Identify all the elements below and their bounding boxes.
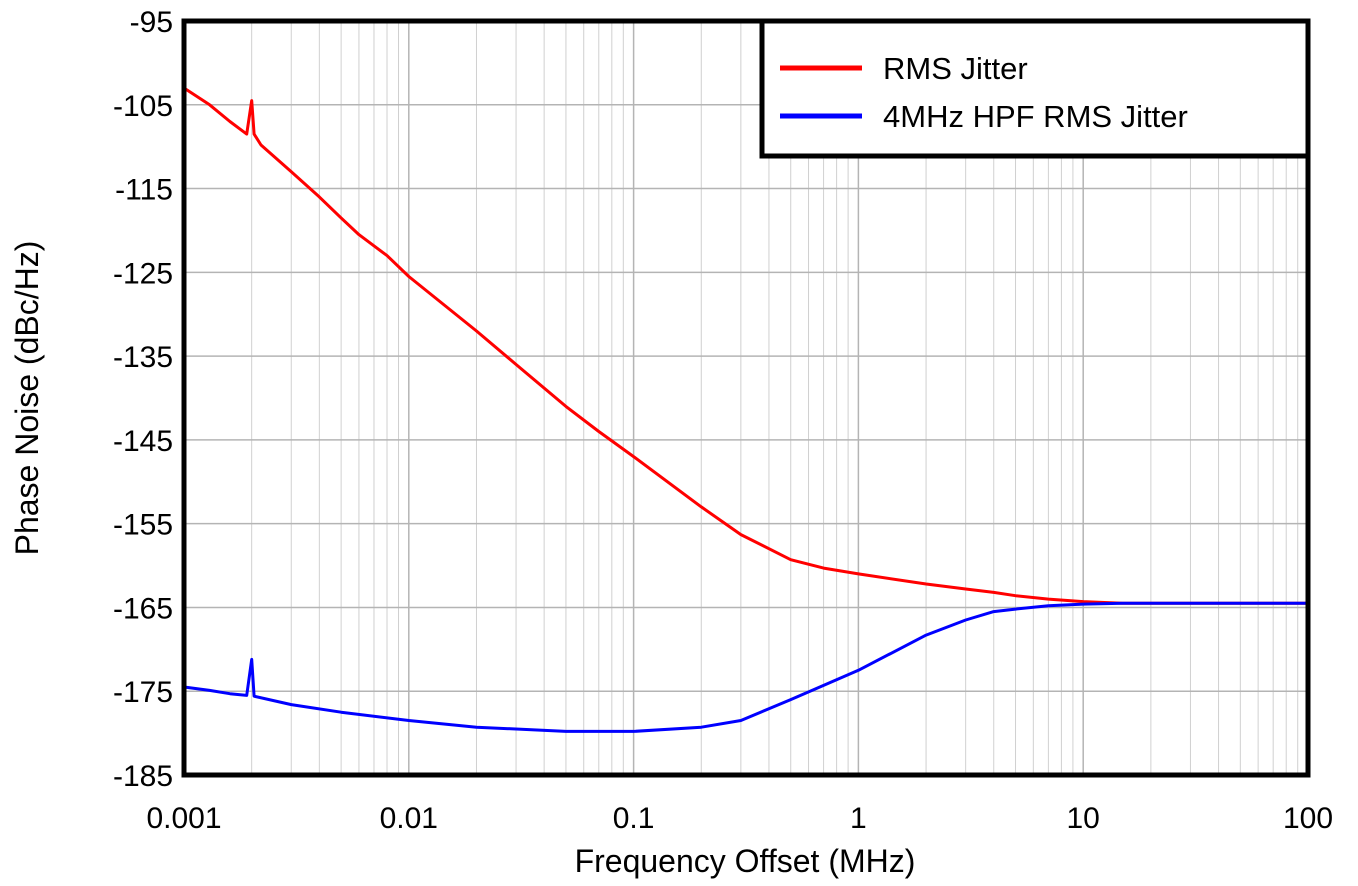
minor-gridlines <box>251 21 1299 775</box>
legend: RMS Jitter 4MHz HPF RMS Jitter <box>759 18 1311 159</box>
y-tick-label: -175 <box>113 676 173 709</box>
x-tick-label: 0.001 <box>146 802 221 835</box>
y-tick-label: -185 <box>113 760 173 793</box>
data-series <box>182 86 1310 733</box>
plot-frame <box>181 18 1311 778</box>
y-tick-label: -125 <box>113 257 173 290</box>
y-axis-ticks: -95 -105 -115 -125 -135 -145 -155 -165 -175 -185 <box>113 6 173 793</box>
x-tick-label: 0.01 <box>380 802 438 835</box>
y-tick-label: -155 <box>113 509 173 542</box>
x-axis-label: Frequency Offset (MHz) <box>575 843 916 879</box>
y-tick-label: -165 <box>113 592 173 625</box>
legend-box <box>759 18 1311 159</box>
y-axis-label: Phase Noise (dBc/Hz) <box>9 241 45 556</box>
y-tick-label: -135 <box>113 341 173 374</box>
x-tick-label: 1 <box>850 802 867 835</box>
series-line-rms-jitter <box>182 86 1310 605</box>
y-tick-label: -145 <box>113 425 173 458</box>
y-tick-label: -115 <box>115 174 173 207</box>
x-axis-ticks: 0.001 0.01 0.1 1 10 100 <box>146 802 1333 835</box>
x-tick-label: 0.1 <box>613 802 655 835</box>
series-line-4mhz-hpf-rms-jitter <box>182 601 1310 733</box>
y-tick-label: -95 <box>130 6 173 39</box>
x-tick-label: 10 <box>1067 802 1100 835</box>
y-tick-label: -105 <box>113 90 173 123</box>
x-tick-label: 100 <box>1283 802 1333 835</box>
legend-label-hpf-rms-jitter: 4MHz HPF RMS Jitter <box>883 99 1188 134</box>
legend-label-rms-jitter: RMS Jitter <box>883 51 1028 86</box>
